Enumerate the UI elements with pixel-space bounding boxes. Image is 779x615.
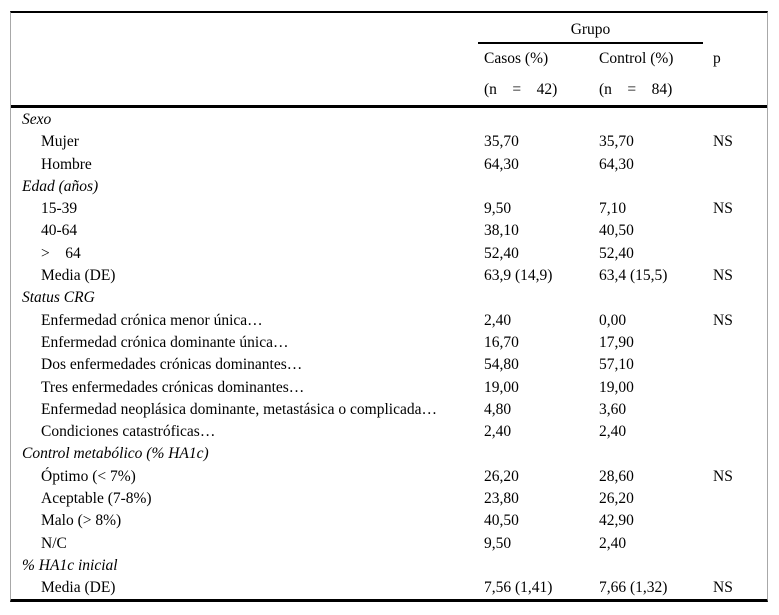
table-row: N/C 9,50 2,40 (11, 533, 767, 555)
table-row: 15-39 9,50 7,10 NS (11, 198, 767, 220)
table-row: Media (DE) 63,9 (14,9) 63,4 (15,5) NS (11, 265, 767, 287)
control-value: 52,40 (599, 244, 634, 262)
row-label: N/C (41, 534, 67, 552)
p-value: NS (713, 579, 733, 597)
control-value: 42,90 (599, 512, 634, 530)
section-title-row: % HA1c inicial (11, 555, 767, 577)
column-header-control: Control (%) (599, 50, 674, 67)
sample-size-row: (n = 42) (n = 84) (11, 74, 767, 105)
section-title: Control metabólico (% HA1c) (22, 445, 209, 463)
section-title-row: Control metabólico (% HA1c) (11, 443, 767, 465)
control-value: 19,00 (599, 378, 634, 396)
control-value: 2,40 (599, 534, 627, 552)
row-label: Mujer (41, 133, 79, 151)
casos-value: 2,40 (484, 311, 512, 329)
column-header-row: Casos (%) Control (%) p (11, 44, 767, 74)
table-row: Mujer 35,70 35,70 NS (11, 131, 767, 153)
table-row: Hombre 64,30 64,30 (11, 154, 767, 176)
table-row: Dos enfermedades crónicas dominantes… 54,… (11, 354, 767, 376)
row-label: Dos enfermedades crónicas dominantes… (41, 356, 303, 374)
group-header-row: Grupo (11, 13, 767, 44)
p-value: NS (713, 267, 733, 285)
column-header-p: p (713, 50, 721, 67)
casos-value: 52,40 (484, 244, 519, 262)
table-body: Sexo Mujer 35,70 35,70 NS Hombre 64,30 64,30 Eda… (11, 108, 767, 600)
control-value: 28,60 (599, 467, 634, 485)
row-label: Tres enfermedades crónicas dominantes… (41, 378, 305, 396)
control-value: 0,00 (599, 311, 627, 329)
section-title: % HA1c inicial (22, 556, 118, 574)
table-row: Tres enfermedades crónicas dominantes… 19… (11, 377, 767, 399)
table-row: Media (DE) 7,56 (1,41) 7,66 (1,32) NS (11, 577, 767, 599)
casos-value: 16,70 (484, 333, 519, 351)
row-label: Media (DE) (41, 267, 116, 285)
p-value: NS (713, 200, 733, 218)
control-value: 57,10 (599, 356, 634, 374)
section-title: Status CRG (22, 289, 95, 307)
row-label: 40-64 (41, 222, 78, 240)
row-label: Condiciones catastróficas… (41, 423, 216, 441)
control-value: 7,66 (1,32) (599, 579, 668, 597)
table-row: Óptimo (< 7%) 26,20 28,60 NS (11, 466, 767, 488)
table-row: 40-64 38,10 40,50 (11, 220, 767, 242)
comparison-table: Grupo Casos (%) Control (%) p (n = 42) (… (10, 11, 768, 602)
p-value: NS (713, 311, 733, 329)
casos-value: 7,56 (1,41) (484, 579, 553, 597)
table-row: Enfermedad neoplásica dominante, metastá… (11, 399, 767, 421)
table-row: Aceptable (7-8%) 23,80 26,20 (11, 488, 767, 510)
casos-value: 64,30 (484, 155, 519, 173)
control-value: 40,50 (599, 222, 634, 240)
control-value: 26,20 (599, 490, 634, 508)
casos-value: 2,40 (484, 423, 512, 441)
control-value: 64,30 (599, 155, 634, 173)
casos-value: 9,50 (484, 200, 512, 218)
table-header: Grupo Casos (%) Control (%) p (n = 42) (… (11, 13, 767, 108)
table-row: Enfermedad crónica menor única… 2,40 0,00 N… (11, 310, 767, 332)
section-title-row: Status CRG (11, 287, 767, 309)
casos-value: 26,20 (484, 467, 519, 485)
section-title: Edad (años) (22, 177, 99, 195)
table-row: Malo (> 8%) 40,50 42,90 (11, 510, 767, 532)
casos-sample-size: (n = 42) (484, 80, 558, 98)
casos-value: 4,80 (484, 400, 512, 418)
row-label: Aceptable (7-8%) (41, 490, 152, 508)
table-row: Condiciones catastróficas… 2,40 2,40 (11, 421, 767, 443)
p-value: NS (713, 133, 733, 151)
row-label: Enfermedad crónica dominante única… (41, 333, 289, 351)
control-value: 35,70 (599, 133, 634, 151)
row-label: > 64 (41, 244, 81, 262)
row-label: Hombre (41, 155, 92, 173)
row-label: Enfermedad neoplásica dominante, metastá… (41, 400, 437, 418)
row-label: Malo (> 8%) (41, 512, 122, 530)
control-value: 3,60 (599, 400, 627, 418)
section-title-row: Edad (años) (11, 176, 767, 198)
row-label: Media (DE) (41, 579, 116, 597)
control-value: 2,40 (599, 423, 627, 441)
group-header: Grupo (478, 13, 703, 44)
row-label: 15-39 (41, 200, 78, 218)
control-value: 7,10 (599, 200, 627, 218)
casos-value: 38,10 (484, 222, 519, 240)
table-row: > 64 52,40 52,40 (11, 243, 767, 265)
casos-value: 40,50 (484, 512, 519, 530)
control-value: 17,90 (599, 333, 634, 351)
casos-value: 54,80 (484, 356, 519, 374)
casos-value: 35,70 (484, 133, 519, 151)
row-label: Enfermedad crónica menor única… (41, 311, 263, 329)
casos-value: 63,9 (14,9) (484, 267, 553, 285)
casos-value: 19,00 (484, 378, 519, 396)
p-value: NS (713, 467, 733, 485)
column-header-casos: Casos (%) (484, 50, 549, 67)
casos-value: 9,50 (484, 534, 512, 552)
control-sample-size: (n = 84) (599, 80, 673, 98)
control-value: 63,4 (15,5) (599, 267, 668, 285)
casos-value: 23,80 (484, 490, 519, 508)
section-title: Sexo (22, 111, 52, 128)
row-label: Óptimo (< 7%) (41, 467, 136, 485)
table-row: Enfermedad crónica dominante única… 16,70… (11, 332, 767, 354)
section-title-row: Sexo (11, 109, 767, 131)
